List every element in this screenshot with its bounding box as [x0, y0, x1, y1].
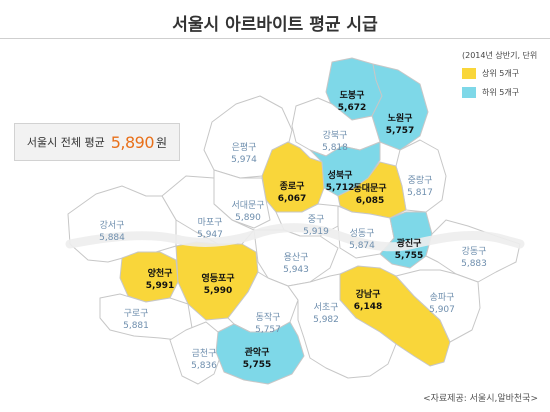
district-value-gangseo: 5,884: [99, 233, 125, 243]
legend-swatch-bottom5: [462, 87, 476, 98]
district-name-nowon: 노원구: [388, 112, 413, 124]
district-value-eunpyeong: 5,974: [231, 155, 257, 165]
district-name-mapo: 마포구: [198, 217, 223, 228]
district-value-mapo: 5,947: [197, 230, 223, 240]
district-value-yeongdeungpo: 5,990: [204, 286, 232, 296]
legend-item-top5: 상위 5개구: [462, 68, 519, 79]
district-value-seongbuk: 5,712: [326, 183, 354, 193]
source-note: <자료제공: 서울시,알바천국>: [423, 394, 538, 404]
district-value-nowon: 5,757: [386, 126, 414, 136]
district-value-dongjak: 5,757: [255, 325, 281, 335]
district-name-seongbuk: 성북구: [328, 169, 353, 181]
district-name-geumcheon: 금천구: [192, 348, 217, 359]
district-value-gangbuk: 5,818: [322, 143, 348, 153]
district-name-gangdong: 강동구: [462, 246, 487, 257]
district-name-gwanak: 관악구: [245, 346, 270, 358]
district-value-jungnang: 5,817: [407, 188, 433, 198]
district-name-jongno: 종로구: [280, 181, 305, 192]
district-value-dobong: 5,672: [338, 103, 366, 113]
district-name-eunpyeong: 은평구: [232, 142, 257, 153]
district-value-songpa: 5,907: [429, 305, 455, 315]
district-value-dongdaemun: 6,085: [356, 196, 384, 206]
district-value-seongdong: 5,874: [349, 241, 375, 251]
district-area-geumcheon: [169, 321, 223, 385]
district-name-dobong: 도봉구: [340, 90, 365, 101]
han-river: [65, 223, 525, 252]
district-area-songpa: [395, 269, 481, 343]
district-value-gangnam: 6,148: [354, 302, 382, 312]
district-name-jung: 중구: [308, 214, 325, 225]
district-name-gwangjin: 광진구: [397, 237, 422, 249]
title-divider: [0, 38, 550, 39]
district-value-yangcheon: 5,991: [146, 281, 174, 291]
district-name-yongsan: 용산구: [284, 252, 309, 263]
district-name-yangcheon: 양천구: [148, 267, 173, 279]
district-area-gwanak: [215, 321, 305, 385]
district-area-seongbuk: [309, 141, 381, 197]
district-name-seocho: 서초구: [314, 302, 339, 313]
legend-swatch-top5: [462, 68, 476, 79]
district-name-gangnam: 강남구: [356, 288, 381, 300]
district-name-gangbuk: 강북구: [323, 130, 348, 141]
district-value-gangdong: 5,883: [461, 259, 487, 269]
district-value-jongno: 6,067: [278, 194, 306, 204]
seoul-average-label: 서울시 전체 평균: [26, 136, 105, 149]
legend-item-bottom5: 하위 5개구: [462, 87, 519, 98]
page-title: 서울시 아르바이트 평균 시급: [172, 15, 378, 35]
district-value-yongsan: 5,943: [283, 265, 309, 275]
district-name-jungnang: 중랑구: [408, 174, 433, 186]
district-value-jung: 5,919: [303, 227, 329, 237]
district-name-dongdaemun: 동대문구: [353, 182, 386, 194]
seoul-average-box: 서울시 전체 평균 5,890 원: [14, 123, 180, 161]
district-name-seongdong: 성동구: [350, 228, 375, 239]
district-area-seocho: [287, 273, 397, 379]
legend-label-top5: 상위 5개구: [482, 69, 520, 78]
district-value-seodaemun: 5,890: [235, 213, 261, 223]
district-area-dongdaemun: [337, 161, 407, 219]
district-name-dongjak: 동작구: [256, 312, 281, 323]
district-name-songpa: 송파구: [430, 292, 455, 303]
legend-unit-note: (2014년 상반기, 단위: [462, 51, 538, 60]
seoul-average-value: 5,890: [110, 132, 155, 152]
district-name-gangseo: 강서구: [100, 220, 125, 231]
district-name-guro: 구로구: [124, 308, 149, 319]
district-area-yongsan: [253, 229, 339, 287]
district-name-seodaemun: 서대문구: [231, 200, 264, 211]
legend-label-bottom5: 하위 5개구: [482, 88, 520, 97]
district-area-nowon: [371, 63, 429, 151]
district-value-geumcheon: 5,836: [191, 361, 217, 371]
district-value-gwangjin: 5,755: [395, 251, 423, 261]
district-area-yangcheon: [119, 251, 179, 303]
seoul-average-unit: 원: [156, 135, 168, 150]
district-value-gwanak: 5,755: [243, 360, 271, 370]
district-value-guro: 5,881: [123, 321, 149, 331]
district-value-seocho: 5,982: [313, 315, 339, 325]
district-name-yeongdeungpo: 영등포구: [201, 272, 234, 284]
